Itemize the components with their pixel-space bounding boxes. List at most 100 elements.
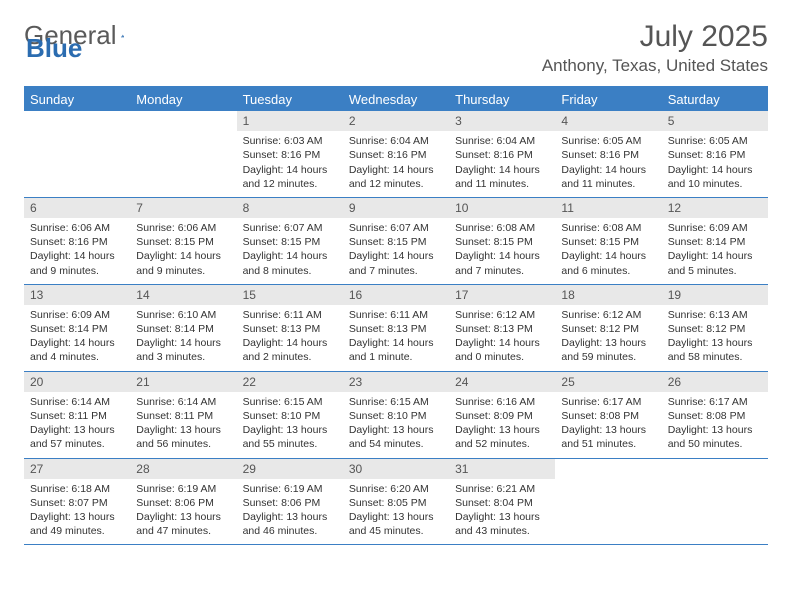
daylight-text: Daylight: 14 hours and 12 minutes. [243, 163, 337, 191]
day-cell: 10Sunrise: 6:08 AMSunset: 8:15 PMDayligh… [449, 198, 555, 284]
day-number: 12 [662, 198, 768, 218]
day-content: Sunrise: 6:15 AMSunset: 8:10 PMDaylight:… [237, 392, 343, 458]
sunset-text: Sunset: 8:14 PM [136, 322, 230, 336]
day-cell: 18Sunrise: 6:12 AMSunset: 8:12 PMDayligh… [555, 285, 661, 371]
week-row: 13Sunrise: 6:09 AMSunset: 8:14 PMDayligh… [24, 285, 768, 372]
day-content: Sunrise: 6:06 AMSunset: 8:15 PMDaylight:… [130, 218, 236, 284]
sunset-text: Sunset: 8:12 PM [668, 322, 762, 336]
day-content: Sunrise: 6:03 AMSunset: 8:16 PMDaylight:… [237, 131, 343, 197]
day-header-cell: Saturday [662, 88, 768, 111]
header: General Blue July 2025 Anthony, Texas, U… [24, 20, 768, 76]
day-number: 14 [130, 285, 236, 305]
sunset-text: Sunset: 8:15 PM [455, 235, 549, 249]
sunset-text: Sunset: 8:14 PM [668, 235, 762, 249]
day-header-row: SundayMondayTuesdayWednesdayThursdayFrid… [24, 88, 768, 111]
daylight-text: Daylight: 14 hours and 7 minutes. [455, 249, 549, 277]
day-number: 18 [555, 285, 661, 305]
day-content: Sunrise: 6:04 AMSunset: 8:16 PMDaylight:… [343, 131, 449, 197]
daylight-text: Daylight: 13 hours and 51 minutes. [561, 423, 655, 451]
day-cell: 3Sunrise: 6:04 AMSunset: 8:16 PMDaylight… [449, 111, 555, 197]
day-number: 15 [237, 285, 343, 305]
day-content: Sunrise: 6:14 AMSunset: 8:11 PMDaylight:… [130, 392, 236, 458]
sunrise-text: Sunrise: 6:05 AM [561, 134, 655, 148]
day-cell: 4Sunrise: 6:05 AMSunset: 8:16 PMDaylight… [555, 111, 661, 197]
day-cell: 1Sunrise: 6:03 AMSunset: 8:16 PMDaylight… [237, 111, 343, 197]
sunset-text: Sunset: 8:16 PM [30, 235, 124, 249]
daylight-text: Daylight: 14 hours and 9 minutes. [30, 249, 124, 277]
sunrise-text: Sunrise: 6:06 AM [136, 221, 230, 235]
day-header-cell: Monday [130, 88, 236, 111]
day-content: Sunrise: 6:17 AMSunset: 8:08 PMDaylight:… [555, 392, 661, 458]
sunrise-text: Sunrise: 6:12 AM [561, 308, 655, 322]
day-number: 17 [449, 285, 555, 305]
sunrise-text: Sunrise: 6:08 AM [561, 221, 655, 235]
daylight-text: Daylight: 14 hours and 4 minutes. [30, 336, 124, 364]
day-cell: 22Sunrise: 6:15 AMSunset: 8:10 PMDayligh… [237, 372, 343, 458]
sunset-text: Sunset: 8:16 PM [349, 148, 443, 162]
week-row: 27Sunrise: 6:18 AMSunset: 8:07 PMDayligh… [24, 459, 768, 546]
sunset-text: Sunset: 8:10 PM [349, 409, 443, 423]
sunset-text: Sunset: 8:11 PM [136, 409, 230, 423]
month-title: July 2025 [542, 20, 768, 54]
daylight-text: Daylight: 14 hours and 7 minutes. [349, 249, 443, 277]
day-number: 31 [449, 459, 555, 479]
day-cell: 19Sunrise: 6:13 AMSunset: 8:12 PMDayligh… [662, 285, 768, 371]
day-number [555, 459, 661, 463]
sunrise-text: Sunrise: 6:16 AM [455, 395, 549, 409]
day-number: 2 [343, 111, 449, 131]
day-content: Sunrise: 6:08 AMSunset: 8:15 PMDaylight:… [449, 218, 555, 284]
day-content: Sunrise: 6:09 AMSunset: 8:14 PMDaylight:… [24, 305, 130, 371]
day-content: Sunrise: 6:20 AMSunset: 8:05 PMDaylight:… [343, 479, 449, 545]
sunset-text: Sunset: 8:13 PM [243, 322, 337, 336]
daylight-text: Daylight: 13 hours and 58 minutes. [668, 336, 762, 364]
location: Anthony, Texas, United States [542, 56, 768, 76]
daylight-text: Daylight: 13 hours and 46 minutes. [243, 510, 337, 538]
day-number: 24 [449, 372, 555, 392]
day-number: 16 [343, 285, 449, 305]
day-cell [24, 111, 130, 197]
sunrise-text: Sunrise: 6:17 AM [668, 395, 762, 409]
daylight-text: Daylight: 13 hours and 52 minutes. [455, 423, 549, 451]
daylight-text: Daylight: 13 hours and 59 minutes. [561, 336, 655, 364]
sunrise-text: Sunrise: 6:12 AM [455, 308, 549, 322]
day-number: 13 [24, 285, 130, 305]
sunset-text: Sunset: 8:10 PM [243, 409, 337, 423]
day-cell: 27Sunrise: 6:18 AMSunset: 8:07 PMDayligh… [24, 459, 130, 545]
day-content: Sunrise: 6:18 AMSunset: 8:07 PMDaylight:… [24, 479, 130, 545]
day-number: 9 [343, 198, 449, 218]
day-cell: 14Sunrise: 6:10 AMSunset: 8:14 PMDayligh… [130, 285, 236, 371]
day-number [130, 111, 236, 115]
daylight-text: Daylight: 13 hours and 57 minutes. [30, 423, 124, 451]
sunrise-text: Sunrise: 6:19 AM [136, 482, 230, 496]
day-cell: 28Sunrise: 6:19 AMSunset: 8:06 PMDayligh… [130, 459, 236, 545]
daylight-text: Daylight: 13 hours and 49 minutes. [30, 510, 124, 538]
sunset-text: Sunset: 8:07 PM [30, 496, 124, 510]
sunset-text: Sunset: 8:16 PM [561, 148, 655, 162]
daylight-text: Daylight: 14 hours and 6 minutes. [561, 249, 655, 277]
day-number: 11 [555, 198, 661, 218]
day-cell: 23Sunrise: 6:15 AMSunset: 8:10 PMDayligh… [343, 372, 449, 458]
sunset-text: Sunset: 8:13 PM [349, 322, 443, 336]
week-row: 1Sunrise: 6:03 AMSunset: 8:16 PMDaylight… [24, 111, 768, 198]
daylight-text: Daylight: 14 hours and 11 minutes. [455, 163, 549, 191]
daylight-text: Daylight: 14 hours and 5 minutes. [668, 249, 762, 277]
daylight-text: Daylight: 13 hours and 54 minutes. [349, 423, 443, 451]
sunrise-text: Sunrise: 6:03 AM [243, 134, 337, 148]
daylight-text: Daylight: 14 hours and 12 minutes. [349, 163, 443, 191]
day-cell: 5Sunrise: 6:05 AMSunset: 8:16 PMDaylight… [662, 111, 768, 197]
sunrise-text: Sunrise: 6:11 AM [243, 308, 337, 322]
day-cell: 31Sunrise: 6:21 AMSunset: 8:04 PMDayligh… [449, 459, 555, 545]
sunrise-text: Sunrise: 6:06 AM [30, 221, 124, 235]
day-number: 25 [555, 372, 661, 392]
day-content: Sunrise: 6:11 AMSunset: 8:13 PMDaylight:… [343, 305, 449, 371]
day-content: Sunrise: 6:07 AMSunset: 8:15 PMDaylight:… [237, 218, 343, 284]
day-content: Sunrise: 6:19 AMSunset: 8:06 PMDaylight:… [130, 479, 236, 545]
day-cell [130, 111, 236, 197]
day-content: Sunrise: 6:08 AMSunset: 8:15 PMDaylight:… [555, 218, 661, 284]
daylight-text: Daylight: 14 hours and 11 minutes. [561, 163, 655, 191]
day-content: Sunrise: 6:05 AMSunset: 8:16 PMDaylight:… [555, 131, 661, 197]
sunset-text: Sunset: 8:13 PM [455, 322, 549, 336]
daylight-text: Daylight: 13 hours and 55 minutes. [243, 423, 337, 451]
sunrise-text: Sunrise: 6:09 AM [668, 221, 762, 235]
sunset-text: Sunset: 8:09 PM [455, 409, 549, 423]
